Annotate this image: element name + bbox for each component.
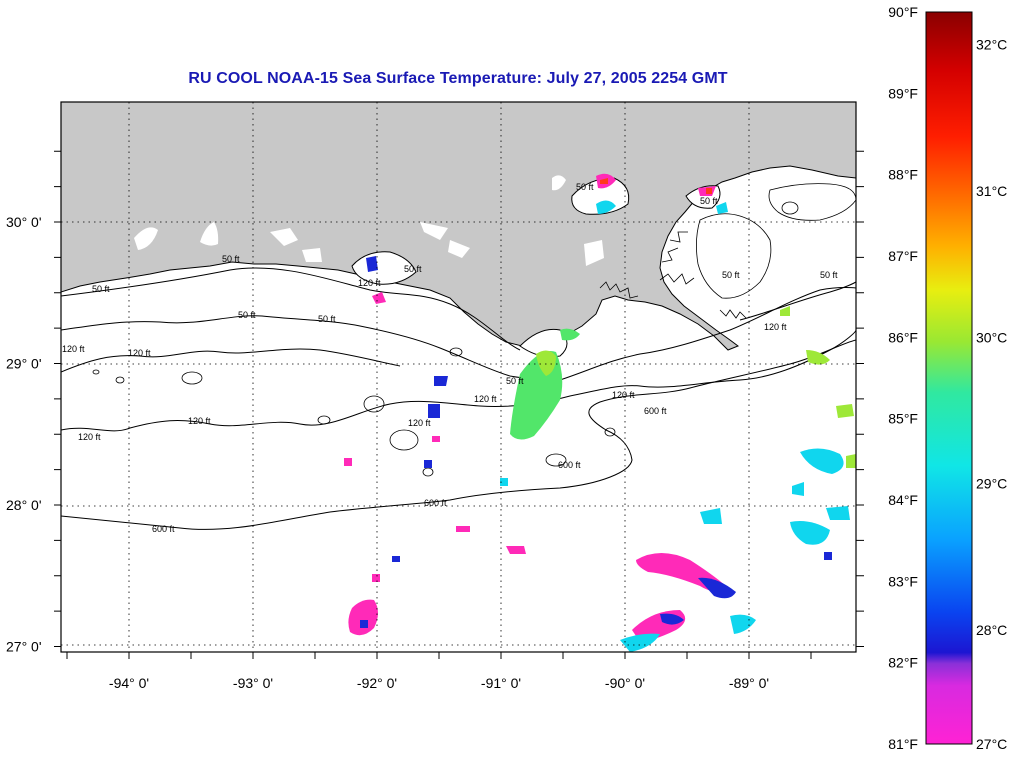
colorbar-f-label: 88°F [888, 167, 918, 183]
lat-label: 30° 0' [6, 214, 42, 230]
lake-8 [552, 175, 566, 191]
contour-label: 600 ft [424, 498, 447, 508]
colorbar-f-label: 86°F [888, 329, 918, 345]
contour-label: 120 ft [764, 322, 787, 332]
colorbar-f-label: 89°F [888, 85, 918, 101]
contour-label: 50 ft [576, 182, 594, 192]
coastline-detail [599, 231, 747, 319]
contour-label: 50 ft [820, 270, 838, 280]
lon-label: -89° 0' [729, 675, 769, 691]
contour-label: 120 ft [612, 390, 635, 400]
lake-6 [448, 240, 470, 258]
lake-5 [420, 222, 448, 240]
contour-label: 120 ft [474, 394, 497, 404]
lon-label: -93° 0' [233, 675, 273, 691]
lat-label: 27° 0' [6, 639, 42, 655]
contour-label: 120 ft [408, 418, 431, 428]
contour-label: 50 ft [92, 284, 110, 294]
frame-ticks [54, 150, 864, 659]
colorbar-c-label: 31°C [976, 183, 1007, 199]
colorbar-c-label: 29°C [976, 476, 1007, 492]
latitude-labels: 30° 0' 29° 0' 28° 0' 27° 0' [6, 214, 42, 655]
colorbar-f-label: 83°F [888, 573, 918, 589]
colorbar-f-label: 81°F [888, 736, 918, 752]
colorbar-f-label: 85°F [888, 411, 918, 427]
map-title: RU COOL NOAA-15 Sea Surface Temperature:… [188, 70, 728, 87]
contour-label: 50 ft [404, 264, 422, 274]
colorbar-c-label: 30°C [976, 329, 1007, 345]
contour-labels: 50 ft 50 ft 50 ft 50 ft 50 ft 50 ft 50 ft 50 ft… [62, 182, 838, 534]
colorbar-f-label: 90°F [888, 4, 918, 20]
contour-label: 120 ft [128, 348, 151, 358]
contour-rings [92, 201, 799, 477]
lake-4 [134, 227, 158, 250]
colorbar [925, 11, 973, 745]
contour-label: 600 ft [558, 460, 581, 470]
lake-7 [584, 240, 604, 266]
contour-label: 600 ft [152, 524, 175, 534]
contour-label: 120 ft [62, 344, 85, 354]
colorbar-celsius-labels: 32°C 31°C 30°C 29°C 28°C 27°C [976, 37, 1007, 752]
contour-label: 50 ft [700, 196, 718, 206]
lon-label: -94° 0' [109, 675, 149, 691]
colorbar-f-label: 87°F [888, 248, 918, 264]
contour-label: 50 ft [238, 310, 256, 320]
lake-1 [200, 222, 219, 246]
contour-label: 120 ft [358, 278, 381, 288]
lon-label: -90° 0' [605, 675, 645, 691]
graticule [61, 102, 856, 652]
contour-label: 50 ft [222, 254, 240, 264]
colorbar-fahrenheit-labels: 90°F 89°F 88°F 87°F 86°F 85°F 84°F 83°F 82°F 81°F [888, 4, 918, 752]
lake-3 [302, 248, 322, 262]
lake-2 [270, 228, 298, 246]
contour-label: 120 ft [78, 432, 101, 442]
colorbar-c-label: 27°C [976, 736, 1007, 752]
colorbar-c-label: 28°C [976, 622, 1007, 638]
contour-label: 600 ft [644, 406, 667, 416]
contour-label: 50 ft [506, 376, 524, 386]
colorbar-f-label: 82°F [888, 655, 918, 671]
lon-label: -91° 0' [481, 675, 521, 691]
plot-frame [60, 101, 857, 653]
contour-label: 50 ft [318, 314, 336, 324]
sst-patches [344, 173, 856, 652]
delta-water-2 [768, 183, 856, 221]
lat-label: 28° 0' [6, 497, 42, 513]
colorbar-c-label: 32°C [976, 37, 1007, 53]
contour-label: 50 ft [722, 270, 740, 280]
contour-label: 120 ft [188, 416, 211, 426]
delta-water [696, 213, 772, 299]
colorbar-f-label: 84°F [888, 492, 918, 508]
longitude-labels: -94° 0' -93° 0' -92° 0' -91° 0' -90° 0' -89° … [109, 675, 769, 691]
lat-label: 29° 0' [6, 356, 42, 372]
lon-label: -92° 0' [357, 675, 397, 691]
